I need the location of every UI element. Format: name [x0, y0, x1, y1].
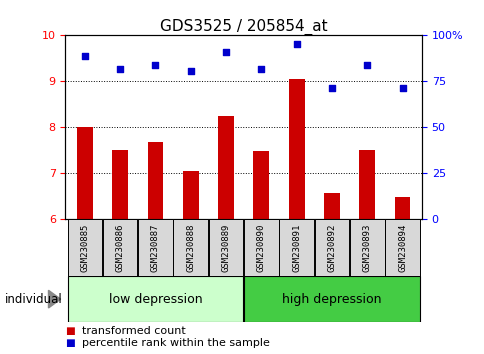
FancyBboxPatch shape	[67, 219, 102, 276]
FancyBboxPatch shape	[138, 219, 172, 276]
Point	[186, 68, 194, 74]
Text: ■: ■	[65, 338, 75, 348]
Text: GSM230889: GSM230889	[221, 224, 230, 272]
Point	[363, 62, 370, 68]
FancyBboxPatch shape	[173, 219, 208, 276]
FancyBboxPatch shape	[243, 276, 419, 322]
Polygon shape	[48, 290, 60, 308]
Bar	[288, 79, 304, 219]
FancyBboxPatch shape	[103, 219, 137, 276]
FancyBboxPatch shape	[279, 219, 313, 276]
Text: transformed count: transformed count	[82, 326, 186, 336]
Title: GDS3525 / 205854_at: GDS3525 / 205854_at	[160, 19, 327, 35]
Text: high depression: high depression	[282, 293, 381, 306]
Bar	[77, 126, 92, 219]
Point	[292, 41, 300, 46]
Bar	[359, 149, 375, 219]
Text: GSM230893: GSM230893	[362, 224, 371, 272]
Point	[257, 66, 265, 72]
Bar	[218, 116, 233, 219]
Bar	[394, 198, 409, 219]
Point	[116, 66, 124, 72]
FancyBboxPatch shape	[314, 219, 348, 276]
Text: ■: ■	[65, 326, 75, 336]
Text: GSM230888: GSM230888	[186, 224, 195, 272]
Point	[398, 85, 406, 91]
Text: GSM230890: GSM230890	[257, 224, 265, 272]
FancyBboxPatch shape	[384, 219, 419, 276]
Bar	[112, 149, 128, 219]
Point	[327, 85, 335, 91]
Text: GSM230887: GSM230887	[151, 224, 160, 272]
Bar	[323, 193, 339, 219]
Text: GSM230886: GSM230886	[116, 224, 124, 272]
Text: GSM230885: GSM230885	[80, 224, 89, 272]
FancyBboxPatch shape	[67, 276, 243, 322]
Bar	[253, 152, 269, 219]
Point	[81, 53, 89, 58]
Text: percentile rank within the sample: percentile rank within the sample	[82, 338, 270, 348]
Point	[222, 49, 229, 55]
Point	[151, 62, 159, 68]
FancyBboxPatch shape	[349, 219, 384, 276]
Bar	[147, 142, 163, 219]
Text: GSM230894: GSM230894	[397, 224, 406, 272]
Text: GSM230892: GSM230892	[327, 224, 336, 272]
Bar	[182, 171, 198, 219]
Text: GSM230891: GSM230891	[291, 224, 301, 272]
FancyBboxPatch shape	[208, 219, 243, 276]
Text: low depression: low depression	[108, 293, 202, 306]
FancyBboxPatch shape	[243, 219, 278, 276]
Text: individual: individual	[5, 293, 62, 306]
